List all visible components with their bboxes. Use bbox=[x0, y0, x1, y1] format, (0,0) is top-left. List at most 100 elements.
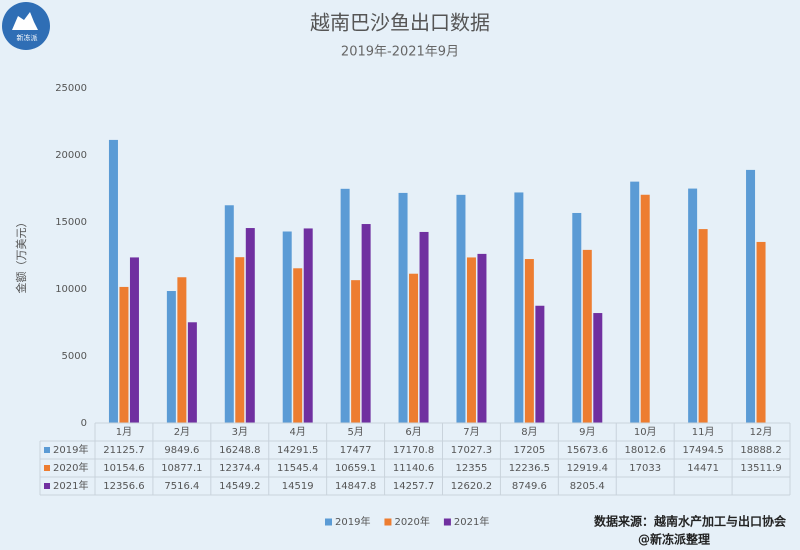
x-tick-label: 6月 bbox=[405, 426, 421, 438]
credit: @新冻派整理 bbox=[638, 532, 710, 547]
table-swatch bbox=[44, 483, 50, 489]
legend-label: 2020年 bbox=[394, 515, 429, 528]
table-cell: 9849.6 bbox=[164, 445, 199, 456]
table-cell: 10877.1 bbox=[161, 463, 202, 474]
y-tick-label: 0 bbox=[81, 418, 87, 429]
y-tick-label: 5000 bbox=[62, 351, 87, 362]
y-tick-label: 15000 bbox=[55, 217, 87, 228]
table-cell: 14549.2 bbox=[219, 481, 260, 492]
bar bbox=[514, 192, 524, 423]
bar bbox=[593, 313, 603, 423]
x-tick-label: 4月 bbox=[290, 426, 306, 438]
x-tick-label: 9月 bbox=[579, 426, 595, 438]
table-cell: 18012.6 bbox=[625, 445, 666, 456]
table-cell: 17477 bbox=[340, 445, 372, 456]
bar bbox=[746, 169, 756, 423]
bar bbox=[245, 228, 255, 423]
bar bbox=[456, 194, 466, 423]
bar bbox=[572, 212, 582, 423]
table-cell: 11140.6 bbox=[393, 463, 434, 474]
y-tick-label: 10000 bbox=[55, 284, 87, 295]
x-tick-label: 3月 bbox=[232, 426, 248, 438]
table-cell: 21125.7 bbox=[103, 445, 144, 456]
x-tick-label: 2月 bbox=[174, 426, 190, 438]
x-tick-label: 10月 bbox=[634, 426, 657, 438]
table-row-label: 2020年 bbox=[53, 461, 88, 474]
bar bbox=[630, 181, 640, 423]
table-cell: 14257.7 bbox=[393, 481, 434, 492]
bar bbox=[282, 231, 292, 423]
table-cell: 7516.4 bbox=[164, 481, 199, 492]
x-tick-label: 5月 bbox=[347, 426, 363, 438]
bar bbox=[119, 286, 129, 423]
source: 数据来源：越南水产加工与出口协会 bbox=[594, 514, 787, 529]
y-tick-label: 20000 bbox=[55, 150, 87, 161]
legend-swatch bbox=[443, 518, 451, 526]
table-cell: 18888.2 bbox=[740, 445, 781, 456]
table-cell: 17205 bbox=[513, 445, 545, 456]
table-cell: 15673.6 bbox=[567, 445, 608, 456]
bar bbox=[477, 253, 487, 423]
table-cell: 11545.4 bbox=[277, 463, 318, 474]
table-cell: 13511.9 bbox=[740, 463, 781, 474]
bar bbox=[293, 268, 303, 423]
legend-label: 2021年 bbox=[454, 515, 489, 528]
legend-swatch bbox=[325, 518, 332, 526]
table-cell: 10154.6 bbox=[103, 463, 144, 474]
bar bbox=[177, 277, 187, 423]
x-tick-label: 7月 bbox=[463, 426, 479, 438]
y-axis-label: 金额（万美元） bbox=[14, 217, 28, 294]
table-swatch bbox=[44, 447, 50, 453]
table-cell: 17494.5 bbox=[682, 445, 723, 456]
bar bbox=[224, 205, 234, 423]
table-cell: 10659.1 bbox=[335, 463, 376, 474]
table-cell: 8749.6 bbox=[512, 481, 547, 492]
bar bbox=[409, 273, 419, 423]
logo-text: 新冻派 bbox=[17, 33, 38, 42]
x-tick-label: 8月 bbox=[521, 426, 537, 438]
bar bbox=[582, 249, 592, 423]
table-cell: 12620.2 bbox=[451, 481, 492, 492]
table-row-label: 2021年 bbox=[53, 479, 88, 492]
bar bbox=[535, 305, 545, 423]
bar bbox=[129, 257, 139, 423]
bar bbox=[351, 280, 361, 423]
table-cell: 17027.3 bbox=[451, 445, 492, 456]
bar bbox=[756, 241, 766, 423]
x-tick-label: 11月 bbox=[692, 426, 715, 438]
bar bbox=[419, 231, 429, 423]
table-cell: 14471 bbox=[687, 463, 719, 474]
table-cell: 12355 bbox=[456, 463, 488, 474]
table-cell: 12356.6 bbox=[103, 481, 144, 492]
table-cell: 17170.8 bbox=[393, 445, 434, 456]
bar bbox=[466, 257, 476, 423]
table-cell: 12374.4 bbox=[219, 463, 260, 474]
bar bbox=[698, 229, 708, 423]
bar bbox=[524, 259, 534, 423]
table-cell: 14847.8 bbox=[335, 481, 376, 492]
table-row-label: 2019年 bbox=[53, 443, 88, 456]
x-tick-label: 12月 bbox=[750, 426, 773, 438]
bar bbox=[108, 139, 118, 423]
chart-title: 越南巴沙鱼出口数据 bbox=[310, 11, 490, 35]
bar bbox=[187, 322, 197, 423]
bar bbox=[303, 228, 313, 423]
table-cell: 14291.5 bbox=[277, 445, 318, 456]
table-cell: 17033 bbox=[629, 463, 661, 474]
logo-bear bbox=[12, 12, 38, 30]
table-swatch bbox=[44, 465, 50, 471]
bar bbox=[398, 192, 408, 423]
table-cell: 16248.8 bbox=[219, 445, 260, 456]
logo: 新冻派 bbox=[2, 2, 50, 50]
legend-label: 2019年 bbox=[335, 515, 370, 528]
bar bbox=[235, 257, 245, 423]
table-cell: 12919.4 bbox=[567, 463, 608, 474]
bar bbox=[166, 291, 176, 423]
bar bbox=[688, 188, 698, 423]
legend-swatch bbox=[384, 518, 392, 526]
y-tick-label: 25000 bbox=[55, 83, 87, 94]
x-tick-label: 1月 bbox=[116, 426, 132, 438]
chart-subtitle: 2019年-2021年9月 bbox=[341, 45, 459, 60]
bar bbox=[361, 224, 371, 423]
table-cell: 14519 bbox=[282, 481, 314, 492]
